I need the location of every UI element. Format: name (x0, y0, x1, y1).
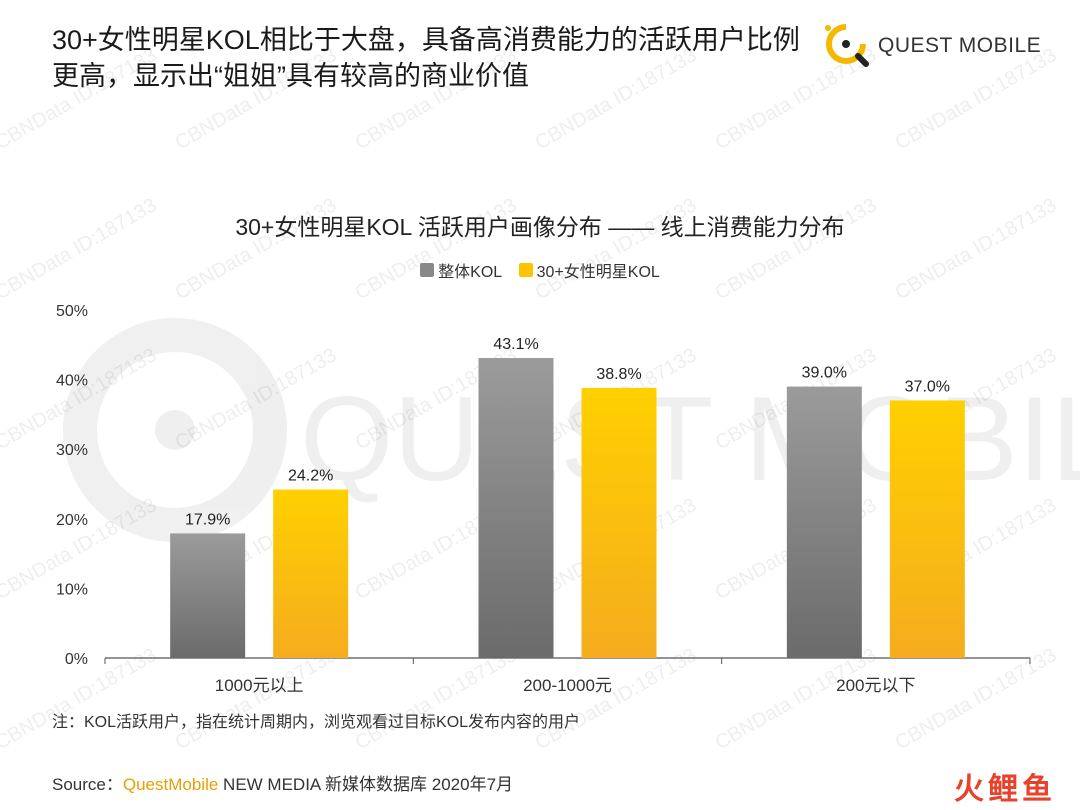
bar-overall-kol (478, 358, 554, 658)
bar-value-label: 37.0% (905, 378, 950, 395)
legend-swatch-yellow (518, 263, 533, 277)
x-category-label: 1000元以上 (215, 676, 304, 695)
quest-mobile-logo: QUEST MOBILE (818, 14, 1048, 74)
y-tick-label: 30% (56, 442, 88, 459)
x-category-label: 200-1000元 (523, 676, 612, 695)
bar-female-star-kol (581, 387, 657, 658)
legend-item-female-star-kol: 30+女性明星KOL (518, 258, 660, 282)
quest-mobile-logo-icon (825, 24, 869, 67)
bar-value-label: 43.1% (493, 336, 538, 353)
quest-mobile-logo-text: QUEST MOBILE (878, 34, 1042, 57)
legend-item-overall-kol: 整体KOL (420, 258, 502, 282)
y-tick-label: 40% (56, 373, 88, 390)
x-category-label: 200元以下 (836, 676, 915, 695)
legend-label-overall-kol: 整体KOL (438, 264, 503, 281)
bar-female-star-kol (889, 400, 965, 658)
chart-title: 30+女性明星KOL 活跃用户画像分布 —— 线上消费能力分布 (235, 214, 845, 240)
legend-label-female-star-kol: 30+女性明星KOL (536, 264, 660, 281)
source-prefix: Source： (52, 775, 123, 794)
legend-swatch-gray (420, 263, 435, 277)
x-axis: 1000元以上 200-1000元 200元以下 (104, 658, 1031, 695)
y-tick-label: 0% (65, 651, 88, 668)
bar-value-label: 24.2% (288, 468, 333, 485)
y-tick-label: 10% (56, 581, 88, 598)
bar-value-label: 39.0% (802, 365, 847, 382)
page-headline: 30+女性明星KOL相比于大盘，具备高消费能力的活跃用户比例更高，显示出“姐姐”… (52, 25, 800, 91)
bar-value-label: 17.9% (185, 511, 230, 528)
bar-overall-kol (786, 386, 862, 658)
source-rest: NEW MEDIA 新媒体数据库 2020年7月 (218, 775, 514, 794)
chart-note: 注：KOL活跃用户，指在统计周期内，浏览观看过目标KOL发布内容的用户 (52, 714, 581, 731)
y-tick-label: 50% (56, 303, 88, 320)
y-axis: 0% 10% 20% 30% 40% 50% (56, 303, 1030, 668)
bars-group: 17.9% 24.2% 43.1% 38.8% 39.0% 37.0% (170, 336, 965, 658)
source-brand: QuestMobile (122, 775, 219, 794)
y-tick-label: 20% (56, 512, 88, 529)
chart-legend: 整体KOL 30+女性明星KOL (0, 258, 1080, 282)
bar-female-star-kol (273, 489, 349, 658)
bar-value-label: 38.8% (596, 366, 641, 383)
bar-overall-kol (170, 533, 246, 658)
corner-brand-logo: 火鲤鱼 (954, 773, 1056, 806)
source-line: Source：QuestMobile NEW MEDIA 新媒体数据库 2020… (52, 770, 513, 795)
